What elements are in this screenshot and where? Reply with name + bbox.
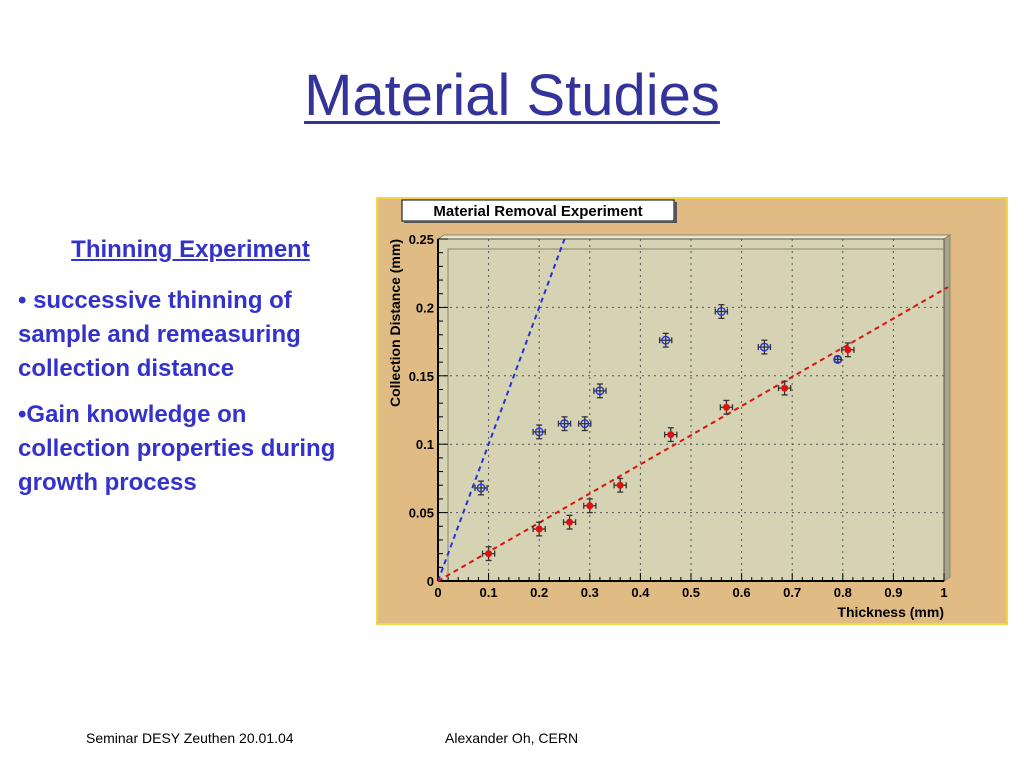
material-removal-chart: 0 0.1 0.2 0.3 0.4 0.5 0.6 0.7 0.8 0.9 1 0 0.05 0.1 0.1…: [376, 197, 1008, 625]
data-point-blue: [595, 386, 605, 396]
text-panel: Thinning Experiment • successive thinnin…: [18, 236, 363, 512]
x-tick-label: 0.1: [480, 585, 498, 600]
slide-title: Material Studies: [304, 63, 720, 128]
data-point-blue: [759, 342, 769, 352]
data-point-red: [485, 550, 493, 558]
data-point-blue: [716, 307, 726, 317]
chart-title: Material Removal Experiment: [433, 203, 642, 220]
data-point-red: [722, 403, 730, 411]
x-tick-label: 0.3: [581, 585, 599, 600]
x-tick-label: 0.6: [733, 585, 751, 600]
plot-inner-frame: [447, 248, 944, 581]
data-point-blue: [833, 354, 843, 364]
x-axis-label: Thickness (mm): [837, 604, 944, 620]
bullet-2: •Gain knowledge on collection properties…: [18, 401, 336, 496]
y-tick-label: 0.05: [409, 506, 434, 521]
chart-title-shadow-b: [404, 221, 677, 223]
x-tick-label: 0.8: [834, 585, 852, 600]
x-tick-label: 0.9: [884, 585, 902, 600]
y-tick-label: 0.2: [416, 300, 434, 315]
fit-line-blue: [438, 239, 566, 581]
data-point-blue: [661, 335, 671, 345]
data-point-blue: [580, 419, 590, 429]
data-point-red: [535, 525, 543, 533]
y-tick-label: 0: [427, 574, 434, 589]
x-tick-label: 0.4: [631, 585, 650, 600]
data-point-blue: [534, 427, 544, 437]
y-axis-label: Collection Distance (mm): [387, 239, 403, 407]
y-tick-label: 0.15: [409, 369, 434, 384]
plot-bevel-top: [436, 234, 952, 240]
data-point-red: [781, 384, 789, 392]
footer-left: Seminar DESY Zeuthen 20.01.04: [86, 730, 294, 746]
x-tick-label: 0: [434, 585, 441, 600]
data-point-red: [616, 481, 624, 489]
subheading: Thinning Experiment: [71, 236, 310, 263]
y-tick-label: 0.1: [416, 437, 434, 452]
chart-title-shadow-r: [674, 202, 677, 223]
bullet-1: • successive thinning of sample and reme…: [18, 287, 301, 382]
x-tick-label: 0.7: [783, 585, 801, 600]
fit-line-red: [437, 286, 949, 582]
data-point-red: [586, 502, 594, 510]
data-point-red: [667, 431, 675, 439]
x-tick-label: 0.2: [530, 585, 548, 600]
x-tick-label: 1: [940, 585, 947, 600]
data-point-blue: [476, 483, 486, 493]
data-point-red: [844, 346, 852, 354]
data-point-blue: [559, 419, 569, 429]
x-tick-label: 0.5: [682, 585, 700, 600]
plot-area: [437, 238, 945, 582]
footer-right: Alexander Oh, CERN: [445, 730, 579, 746]
data-point-red: [566, 518, 574, 526]
y-tick-label: 0.25: [409, 232, 434, 247]
